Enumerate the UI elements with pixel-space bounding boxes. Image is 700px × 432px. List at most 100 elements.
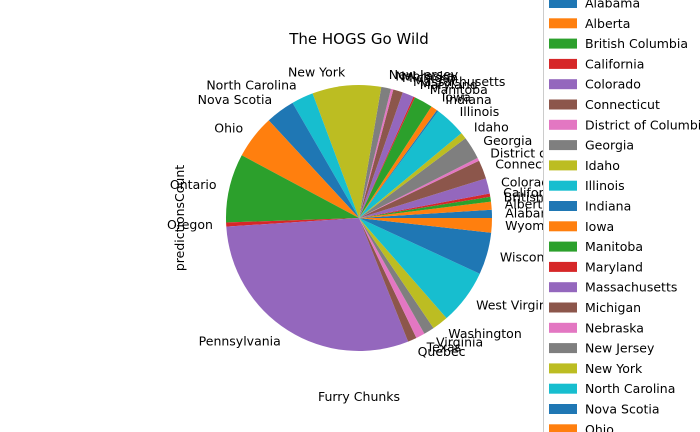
- pie-slice-virginia: [359, 218, 434, 334]
- legend-swatch: [549, 424, 577, 432]
- legend-swatch: [549, 302, 577, 313]
- legend-swatch: [549, 261, 577, 272]
- legend-label: New Jersey: [585, 341, 655, 356]
- legend-swatch: [549, 282, 577, 293]
- pie-slice-british-columbia: [359, 196, 491, 218]
- slice-label: Virginia: [436, 334, 483, 349]
- slice-label: Alberta: [505, 197, 550, 212]
- legend-swatch: [549, 221, 577, 232]
- legend-label: Ohio: [585, 422, 614, 432]
- legend-label: Manitoba: [585, 239, 643, 254]
- pie-slice-washington: [359, 218, 447, 329]
- pie-slice-idaho: [359, 133, 466, 218]
- legend-label: Idaho: [585, 158, 620, 173]
- slice-label: Maryland: [420, 77, 478, 92]
- slice-label: Manitoba: [430, 82, 488, 97]
- slice-label: Oregon: [167, 217, 213, 232]
- slice-label: Pennsylvania: [199, 334, 281, 349]
- legend-swatch: [549, 0, 577, 8]
- legend-swatch: [549, 79, 577, 90]
- legend-label: Nebraska: [585, 320, 644, 335]
- legend-label: Alabama: [585, 0, 640, 11]
- pie-slice-west-virginia: [359, 218, 480, 319]
- legend-label: Colorado: [585, 77, 641, 92]
- slice-label: Ontario: [170, 177, 217, 192]
- pie-slice-colorado: [359, 178, 490, 218]
- pie-slices: [226, 85, 493, 352]
- pie-slice-north-carolina: [292, 93, 359, 218]
- pie-slice-oregon: [226, 218, 359, 227]
- legend-label: Indiana: [585, 199, 631, 214]
- pie-slice-new-jersey: [359, 86, 391, 218]
- legend-label: Illinois: [585, 178, 625, 193]
- legend-label: Iowa: [585, 219, 614, 234]
- legend-swatch: [549, 404, 577, 414]
- legend-label: British Columbia: [585, 36, 688, 51]
- legend-swatch: [549, 201, 577, 211]
- pie-slice-pennsylvania: [226, 218, 409, 352]
- pie-slice-ohio: [241, 120, 359, 218]
- pie-slice-nebraska: [359, 88, 394, 218]
- pie-slice-indiana: [359, 110, 439, 218]
- pie-slice-california: [359, 193, 491, 218]
- legend-swatch: [549, 343, 577, 354]
- pie-slice-michigan: [359, 89, 403, 218]
- legend-swatch: [549, 241, 577, 252]
- pie-slice-nova-scotia: [268, 102, 359, 218]
- legend-label: District of Columbia: [585, 117, 700, 132]
- pie-slice-maryland: [359, 96, 415, 218]
- legend-label: New York: [585, 361, 643, 376]
- legend-swatch: [549, 99, 577, 110]
- slice-label: Iowa: [442, 89, 471, 104]
- pie-slice-massachusetts: [359, 92, 414, 218]
- slice-label: Texas: [426, 340, 462, 355]
- slice-label: Colorado: [501, 175, 557, 190]
- legend-label: Alberta: [585, 16, 630, 31]
- pie-slice-texas: [359, 218, 425, 338]
- legend-label: Connecticut: [585, 97, 660, 112]
- pie-slice-iowa: [359, 106, 437, 218]
- x-axis-label: Furry Chunks: [318, 389, 400, 404]
- slice-label: New Jersey: [389, 67, 459, 82]
- slice-label: Washington: [448, 326, 521, 341]
- pie-slice-connecticut: [359, 160, 486, 218]
- slice-label: Nova Scotia: [198, 92, 273, 107]
- legend-swatch: [549, 119, 577, 130]
- legend-swatch: [549, 383, 577, 394]
- pie-slice-wisconsin: [359, 218, 492, 274]
- legend: Alabama Alberta British Columbia California…: [543, 0, 700, 432]
- slice-label: Nebraska: [395, 68, 454, 83]
- slice-label: Ohio: [214, 121, 243, 136]
- legend-label: North Carolina: [585, 381, 675, 396]
- legend-label: Maryland: [585, 259, 643, 274]
- legend-swatch: [549, 38, 577, 49]
- legend-label: Michigan: [585, 300, 641, 315]
- slice-label: Georgia: [483, 133, 532, 148]
- legend-swatch: [549, 180, 577, 191]
- pie-slice-ontario: [226, 155, 359, 223]
- chart-title: The HOGS Go Wild: [288, 30, 429, 48]
- slice-label: West Virginia: [476, 298, 558, 313]
- slice-label: Indiana: [445, 92, 491, 107]
- slice-label: Illinois: [460, 104, 500, 119]
- pie-slice-quebec: [359, 218, 417, 342]
- pie-slice-wyoming: [359, 218, 492, 233]
- slice-label: New York: [288, 64, 346, 79]
- legend-label: California: [585, 56, 644, 71]
- pie-slice-new-york: [312, 85, 382, 218]
- legend-swatch: [549, 322, 577, 333]
- legend-swatch: [549, 363, 577, 374]
- y-axis-label: predictionsCount: [172, 165, 187, 271]
- slice-label: Massachusetts: [413, 74, 505, 89]
- legend-label: Massachusetts: [585, 280, 677, 295]
- pie-slice-georgia: [359, 138, 478, 218]
- legend-frame: [543, 0, 700, 432]
- legend-swatch: [549, 58, 577, 69]
- legend-label: Georgia: [585, 138, 634, 153]
- legend-swatch: [549, 140, 577, 151]
- pie-slice-alberta: [359, 201, 492, 218]
- slice-label: North Carolina: [206, 78, 296, 93]
- legend-swatch: [549, 18, 577, 29]
- legend-swatch: [549, 160, 577, 171]
